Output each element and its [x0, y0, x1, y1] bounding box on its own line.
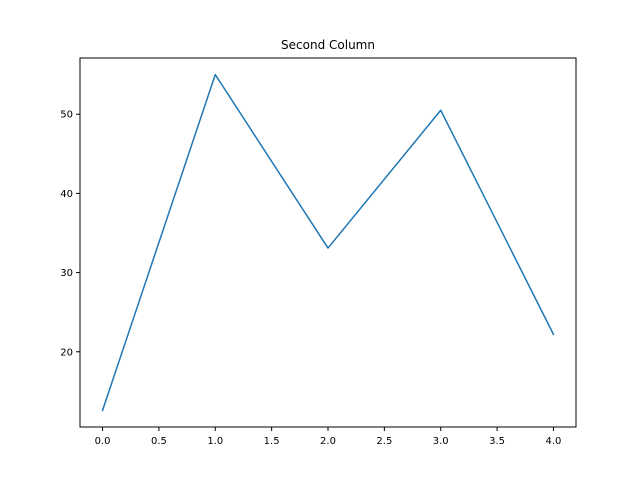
y-tick-label: 30 [60, 268, 73, 279]
x-tick-label: 3.5 [489, 436, 505, 447]
series-line [101, 73, 555, 412]
y-tick-label: 40 [60, 189, 73, 200]
x-tick-label: 1.0 [207, 436, 223, 447]
x-tick-label: 2.0 [320, 436, 336, 447]
x-tick-label: 1.5 [264, 436, 280, 447]
x-tick-label: 2.5 [376, 436, 392, 447]
plot-frame [79, 57, 577, 428]
y-axis: 20 30 40 50 [60, 110, 80, 358]
x-tick-label: 3.0 [433, 436, 449, 447]
plot-area [80, 58, 576, 427]
x-axis: 0.0 0.5 1.0 1.5 2.0 2.5 3.0 3.5 4.0 [95, 427, 562, 447]
series-layer [101, 73, 555, 412]
chart-title: Second Column [281, 38, 375, 52]
y-tick-label: 20 [60, 347, 73, 358]
x-tick-label: 0.0 [95, 436, 111, 447]
y-tick-label: 50 [60, 110, 73, 121]
x-tick-label: 0.5 [151, 436, 167, 447]
x-tick-label: 4.0 [546, 436, 562, 447]
